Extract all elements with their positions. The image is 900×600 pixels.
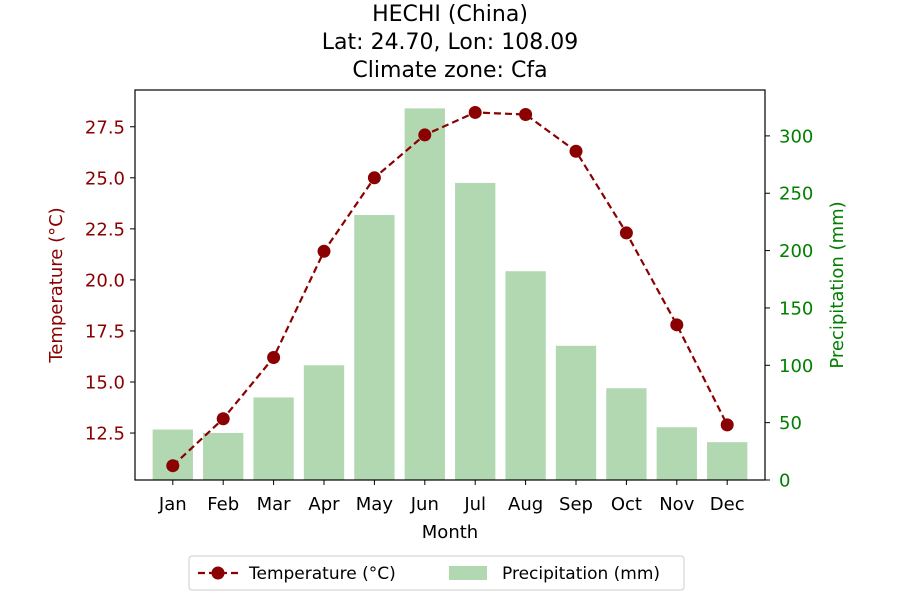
x-tick-label: Jul: [463, 494, 486, 515]
x-tick-label: Dec: [710, 494, 745, 515]
precipitation-bars: [152, 108, 748, 481]
y-left-tick-label: 17.5: [85, 321, 125, 342]
y-right-tick-label: 300: [779, 126, 813, 147]
x-tick-label: Aug: [508, 494, 543, 515]
plot-frame: [134, 89, 766, 481]
precipitation-bar-apr: [303, 365, 345, 480]
y-right-axis-label: Precipitation (mm): [827, 201, 848, 368]
chart-title: HECHI (China) Lat: 24.70, Lon: 108.09 Clim…: [322, 2, 578, 83]
x-tick-label: Sep: [559, 494, 593, 515]
y-left-tick-label: 12.5: [85, 424, 125, 445]
temperature-point-jul: [468, 105, 482, 119]
temperature-series-line: [172, 111, 729, 467]
title-line: Lat: 24.70, Lon: 108.09: [322, 30, 578, 55]
y-left-axis-label: Temperature (°C): [46, 207, 67, 363]
temperature-point-mar: [267, 350, 281, 364]
legend-precipitation-swatch: [449, 566, 487, 580]
legend-precipitation-label: Precipitation (mm): [502, 564, 660, 584]
precipitation-bar-sep: [555, 345, 597, 480]
y-right-tick-label: 200: [779, 241, 813, 262]
y-axis-left: 12.5 15.0 17.5 20.0 22.5 25.0 27.5 Temperature …: [46, 117, 135, 445]
temperature-point-jan: [166, 459, 180, 473]
temperature-point-jun: [418, 128, 432, 142]
temperature-point-sep: [569, 144, 583, 158]
y-right-tick-label: 0: [779, 471, 790, 492]
x-axis-label: Month: [422, 522, 478, 543]
y-right-tick-label: 150: [779, 298, 813, 319]
precipitation-bar-jan: [152, 429, 193, 480]
temperature-point-feb: [216, 412, 230, 426]
x-tick-label: Apr: [308, 494, 340, 515]
y-left-tick-label: 27.5: [85, 117, 125, 138]
y-left-tick-label: 20.0: [85, 270, 125, 291]
y-left-tick-label: 15.0: [85, 372, 125, 393]
precipitation-bar-jun: [404, 108, 445, 481]
temperature-point-dec: [720, 418, 734, 432]
x-tick-label: Oct: [611, 494, 642, 515]
precipitation-bar-feb: [203, 432, 244, 480]
temperature-line: [166, 105, 734, 473]
x-tick-label: Nov: [659, 494, 694, 515]
legend-temperature-label: Temperature (°C): [248, 564, 396, 584]
title-line: Climate zone: Cfa: [352, 58, 547, 83]
temperature-point-oct: [619, 226, 633, 240]
precipitation-bar-dec: [707, 442, 748, 480]
legend-temperature-marker: [211, 566, 225, 580]
title-line: HECHI (China): [372, 2, 528, 27]
x-axis: Jan Feb Mar Apr May Jun Jul Aug Sep Oct Nov Dec Mont…: [158, 480, 745, 543]
precipitation-bar-oct: [606, 388, 647, 480]
y-left-tick-label: 25.0: [85, 168, 125, 189]
temperature-point-aug: [519, 108, 533, 122]
legend-box: [188, 555, 685, 591]
x-tick-label: May: [356, 494, 394, 515]
y-right-tick-label: 50: [779, 413, 802, 434]
x-tick-label: Jan: [158, 494, 187, 515]
temperature-point-may: [367, 171, 381, 185]
temperature-point-nov: [670, 318, 684, 332]
precipitation-bar-jul: [455, 182, 496, 481]
y-right-tick-label: 100: [779, 356, 813, 377]
precipitation-bar-may: [354, 215, 395, 480]
temperature-point-apr: [317, 244, 331, 258]
x-tick-label: Jun: [410, 494, 439, 515]
precipitation-bar-aug: [505, 271, 546, 480]
y-axis-right: 0 50 100 150 200 250 300 Precipitation (mm): [765, 126, 848, 492]
y-left-tick-label: 22.5: [85, 219, 125, 240]
x-tick-label: Mar: [257, 494, 292, 515]
precipitation-bar-mar: [253, 397, 294, 480]
precipitation-bar-nov: [656, 427, 697, 480]
x-tick-label: Feb: [207, 494, 239, 515]
y-right-tick-label: 250: [779, 184, 813, 205]
legend: Temperature (°C) Precipitation (mm): [188, 555, 685, 591]
